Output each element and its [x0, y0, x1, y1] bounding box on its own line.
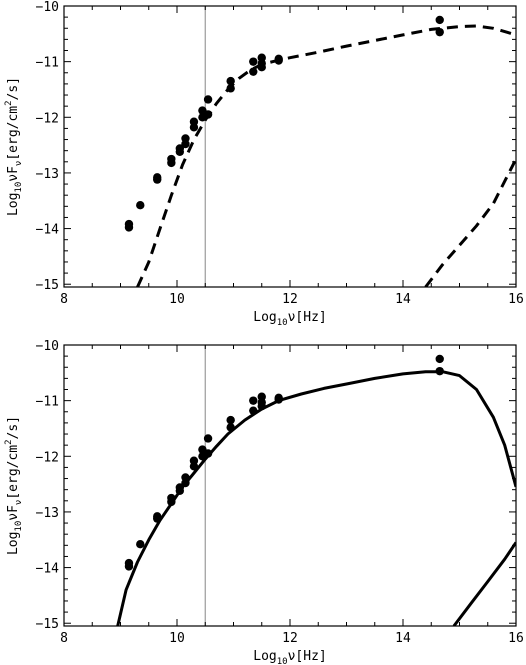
- data-point: [153, 514, 162, 523]
- y-tick-label: −14: [36, 223, 60, 238]
- data-point: [257, 63, 266, 72]
- y-tick-label: −15: [36, 278, 59, 293]
- x-tick-label: 8: [60, 292, 68, 307]
- x-tick-label: 12: [282, 292, 298, 307]
- model-curve-2: [424, 158, 516, 287]
- data-point: [203, 449, 213, 458]
- plot-frame: [63, 344, 517, 627]
- data-point: [181, 139, 190, 149]
- plot-area: [116, 354, 516, 626]
- x-tick-label: 16: [508, 292, 524, 307]
- data-point: [136, 540, 145, 549]
- x-axis-label: Log10ν[Hz]: [253, 310, 326, 328]
- model-curve-2: [452, 541, 516, 626]
- x-axis-label: Log10ν[Hz]: [253, 649, 326, 665]
- x-tick-label: 10: [169, 292, 185, 307]
- y-tick-label: −11: [36, 56, 59, 71]
- x-tick-label: 10: [169, 631, 185, 646]
- data-point: [435, 354, 444, 364]
- data-point: [226, 84, 235, 93]
- data-point: [203, 110, 213, 119]
- chart-panel-top: 8 10 12 14 16 −10 −11 −12 −13 −14 −15 Log10ν[Hz] Log…: [4, 0, 524, 328]
- data-point: [226, 415, 235, 425]
- data-point: [249, 67, 258, 76]
- data-point: [274, 56, 283, 65]
- y-tick-label: −10: [36, 339, 59, 354]
- data-point: [189, 462, 199, 471]
- data-point: [249, 396, 258, 405]
- data-point: [124, 223, 134, 232]
- data-point: [175, 486, 185, 495]
- plot-frame: [63, 5, 517, 288]
- data-point: [167, 158, 176, 168]
- model-curve-1: [116, 370, 516, 626]
- x-tick-label: 14: [395, 292, 411, 307]
- data-point: [435, 27, 444, 37]
- y-tick-label: −13: [36, 167, 59, 182]
- panels: 8 10 12 14 16 −10 −11 −12 −13 −14 −15 Log10ν[Hz] Log…: [4, 0, 524, 665]
- chart-panel-bottom: 8 10 12 14 16 −10 −11 −12 −13 −14 −15 Log10ν[Hz] Log…: [4, 339, 524, 665]
- data-point: [274, 395, 283, 404]
- x-tick-label: 16: [508, 631, 524, 646]
- y-tick-label: −14: [36, 562, 60, 577]
- y-tick-label: −11: [36, 395, 59, 410]
- data-point: [435, 366, 444, 376]
- y-tick-label: −12: [36, 450, 59, 465]
- data-point: [153, 175, 162, 184]
- data-point: [181, 478, 190, 488]
- data-point: [167, 497, 176, 507]
- data-point: [136, 201, 145, 210]
- y-tick-label: −12: [36, 111, 59, 126]
- data-point: [257, 402, 266, 411]
- plot-area: [124, 15, 516, 287]
- y-axis-label: Log10νFν[erg/cm2/s]: [4, 416, 24, 555]
- model-curve-1: [136, 24, 516, 287]
- data-point: [189, 123, 199, 132]
- data-point: [435, 15, 444, 25]
- y-axis-label: Log10νFν[erg/cm2/s]: [4, 77, 24, 216]
- data-point: [124, 562, 134, 571]
- x-tick-label: 12: [282, 631, 298, 646]
- data-point: [249, 406, 258, 415]
- data-point: [203, 434, 213, 443]
- y-tick-label: −13: [36, 506, 59, 521]
- data-point: [226, 76, 235, 86]
- data-point: [175, 147, 185, 156]
- data-point: [249, 57, 258, 66]
- data-point: [203, 95, 213, 104]
- y-tick-label: −15: [36, 617, 59, 632]
- y-tick-label: −10: [36, 0, 59, 15]
- data-point: [226, 423, 235, 432]
- x-tick-label: 8: [60, 631, 68, 646]
- x-tick-label: 14: [395, 631, 411, 646]
